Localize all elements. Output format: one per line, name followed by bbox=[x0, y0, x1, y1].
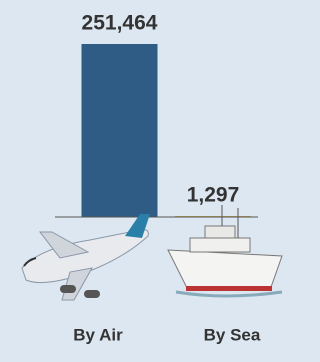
chart: 251,464 By Air 1,297 By Sea bbox=[0, 0, 283, 362]
x-tick-label: By Air bbox=[73, 325, 123, 344]
page: 251,464By Air1,297By Sea (() => { const … bbox=[0, 0, 320, 362]
value-label: 1,297 bbox=[187, 184, 240, 207]
value-label: 251,464 bbox=[82, 12, 158, 35]
x-tick-label: By Sea bbox=[204, 325, 261, 344]
bar bbox=[82, 44, 158, 217]
